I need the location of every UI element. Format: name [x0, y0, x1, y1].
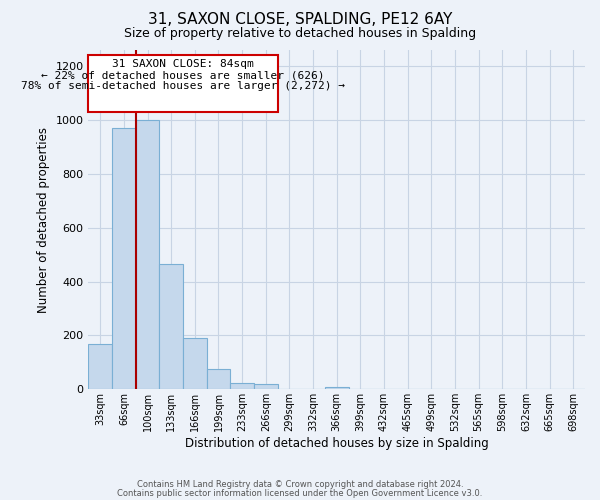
Text: Size of property relative to detached houses in Spalding: Size of property relative to detached ho… — [124, 28, 476, 40]
FancyBboxPatch shape — [88, 56, 278, 112]
Text: Contains public sector information licensed under the Open Government Licence v3: Contains public sector information licen… — [118, 489, 482, 498]
Bar — [254, 384, 278, 390]
Bar — [136, 120, 160, 390]
X-axis label: Distribution of detached houses by size in Spalding: Distribution of detached houses by size … — [185, 437, 488, 450]
Bar — [325, 386, 349, 390]
Text: 78% of semi-detached houses are larger (2,272) →: 78% of semi-detached houses are larger (… — [21, 81, 345, 91]
Bar — [112, 128, 136, 390]
Text: ← 22% of detached houses are smaller (626): ← 22% of detached houses are smaller (62… — [41, 70, 325, 80]
Text: Contains HM Land Registry data © Crown copyright and database right 2024.: Contains HM Land Registry data © Crown c… — [137, 480, 463, 489]
Bar — [183, 338, 206, 390]
Bar — [88, 344, 112, 390]
Bar — [160, 264, 183, 390]
Bar — [206, 369, 230, 390]
Y-axis label: Number of detached properties: Number of detached properties — [37, 126, 50, 312]
Bar — [230, 382, 254, 390]
Text: 31 SAXON CLOSE: 84sqm: 31 SAXON CLOSE: 84sqm — [112, 60, 254, 70]
Text: 31, SAXON CLOSE, SPALDING, PE12 6AY: 31, SAXON CLOSE, SPALDING, PE12 6AY — [148, 12, 452, 28]
